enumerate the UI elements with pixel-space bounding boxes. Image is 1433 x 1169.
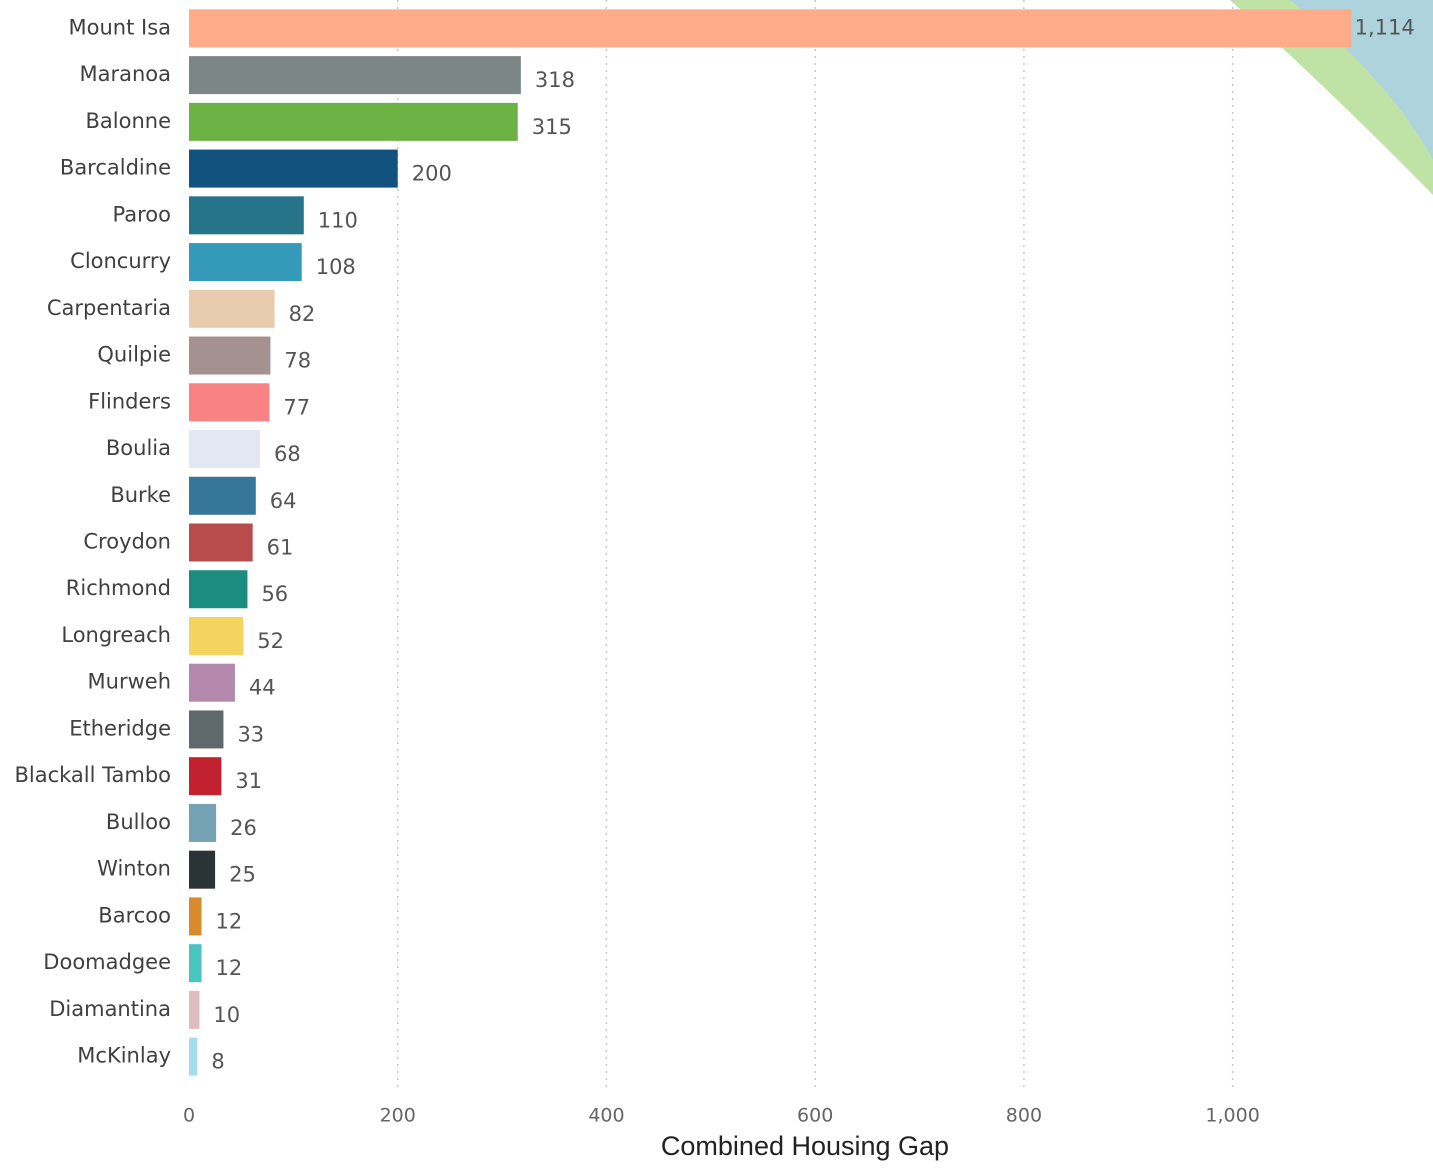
bar xyxy=(189,897,202,936)
value-label: 12 xyxy=(216,956,243,980)
category-label: Blackall Tambo xyxy=(14,763,171,787)
category-label: Croydon xyxy=(83,530,171,554)
bar xyxy=(189,383,270,422)
category-label: Cloncurry xyxy=(70,249,171,273)
value-label: 68 xyxy=(274,442,301,466)
category-label: Diamantina xyxy=(49,997,171,1021)
bar xyxy=(189,570,248,609)
value-label: 82 xyxy=(289,302,316,326)
bar xyxy=(189,56,521,95)
bar xyxy=(189,102,518,141)
value-label: 315 xyxy=(532,115,572,139)
category-label: Flinders xyxy=(88,389,171,413)
category-label: Longreach xyxy=(61,623,171,647)
value-label: 8 xyxy=(211,1050,224,1074)
bar xyxy=(189,476,256,515)
category-label: Carpentaria xyxy=(47,296,171,320)
bar xyxy=(189,803,217,842)
bar xyxy=(189,243,302,282)
value-label: 10 xyxy=(213,1003,240,1027)
bar xyxy=(189,1037,198,1076)
value-label: 56 xyxy=(261,582,288,606)
value-label: 26 xyxy=(230,816,257,840)
category-label: Etheridge xyxy=(69,716,171,740)
value-label: 25 xyxy=(229,863,256,887)
value-label: 78 xyxy=(284,349,311,373)
category-label: Boulia xyxy=(106,436,171,460)
category-label: Paroo xyxy=(113,202,171,226)
category-label: Bulloo xyxy=(106,810,171,834)
bar xyxy=(189,289,275,328)
bar xyxy=(189,990,200,1029)
bar xyxy=(189,663,235,702)
x-axis-title: Combined Housing Gap xyxy=(661,1131,949,1161)
category-label: Doomadgee xyxy=(43,950,171,974)
category-label: Richmond xyxy=(66,576,171,600)
decoration-blue xyxy=(1290,0,1433,160)
category-label: Quilpie xyxy=(97,343,171,367)
x-tick-label: 1,000 xyxy=(1205,1105,1259,1127)
bar xyxy=(189,710,224,749)
value-label: 44 xyxy=(249,676,276,700)
bar xyxy=(189,523,253,562)
x-tick-label: 0 xyxy=(183,1105,195,1127)
category-label: Balonne xyxy=(86,109,172,133)
bar xyxy=(189,944,202,983)
value-label: 1,114 xyxy=(1355,15,1415,39)
x-tick-label: 200 xyxy=(380,1105,416,1127)
category-label: Barcaldine xyxy=(60,156,171,180)
value-label: 31 xyxy=(235,769,262,793)
value-label: 61 xyxy=(267,536,294,560)
value-label: 318 xyxy=(535,68,575,92)
value-label: 200 xyxy=(412,162,452,186)
category-label: Winton xyxy=(97,857,171,881)
bar xyxy=(189,196,304,235)
x-tick-label: 600 xyxy=(797,1105,833,1127)
bars xyxy=(189,9,1352,1076)
grid xyxy=(396,0,1234,1090)
x-tick-label: 400 xyxy=(588,1105,624,1127)
bar xyxy=(189,430,260,469)
category-label: Barcoo xyxy=(98,903,171,927)
value-label: 64 xyxy=(270,489,297,513)
value-label: 52 xyxy=(257,629,284,653)
category-label: McKinlay xyxy=(77,1044,171,1068)
category-label: Burke xyxy=(110,483,171,507)
bar xyxy=(189,757,222,796)
value-label: 110 xyxy=(318,208,358,232)
bar xyxy=(189,850,216,889)
value-label: 108 xyxy=(316,255,356,279)
value-label: 33 xyxy=(237,722,264,746)
category-label: Maranoa xyxy=(79,62,171,86)
category-label: Murweh xyxy=(88,670,171,694)
value-label: 12 xyxy=(216,909,243,933)
category-label: Mount Isa xyxy=(69,15,172,39)
bar xyxy=(189,336,271,375)
bar xyxy=(189,9,1352,48)
value-label: 77 xyxy=(283,395,310,419)
bar xyxy=(189,149,398,188)
bar xyxy=(189,616,244,655)
x-tick-label: 800 xyxy=(1006,1105,1042,1127)
